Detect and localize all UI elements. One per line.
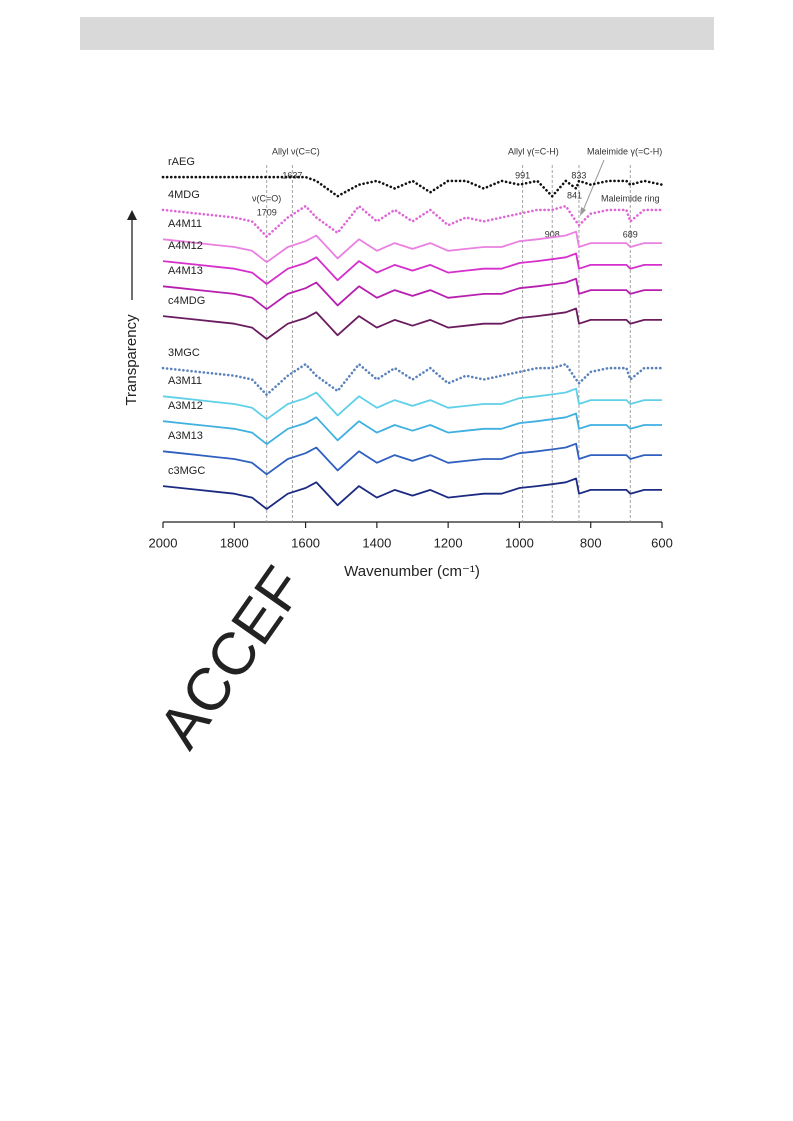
annotation: Maleimide ring — [601, 193, 660, 203]
series-name: c4MDG — [168, 295, 205, 307]
spectrum-line — [161, 175, 664, 198]
reference-label: 991 — [515, 170, 530, 180]
spectrum-line — [162, 277, 662, 311]
spectrum-line — [162, 477, 662, 510]
header-bar — [80, 17, 714, 50]
y-arrow-head — [127, 210, 137, 220]
spectrum-line — [162, 387, 662, 421]
annotation: Maleimide γ(=C-H) — [587, 146, 662, 156]
x-tick-label: 1200 — [434, 535, 463, 550]
spectrum-line — [161, 362, 664, 397]
x-tick-label: 600 — [651, 535, 673, 550]
series-name: 4MDG — [168, 189, 200, 201]
series-name: c3MGC — [168, 465, 205, 477]
x-tick-label: 1400 — [362, 535, 391, 550]
series-name: rAEG — [168, 156, 195, 168]
annotation: 841 — [567, 190, 582, 200]
reference-label: 1709 — [257, 207, 277, 217]
spectrum-line — [162, 412, 662, 445]
spectrum-line — [162, 442, 662, 476]
reference-label: 908 — [545, 229, 560, 239]
x-tick-label: 1600 — [291, 535, 320, 550]
watermark: ACCEF — [145, 555, 317, 760]
reference-label: 833 — [571, 170, 586, 180]
series-name: A3M11 — [168, 375, 202, 387]
x-tick-label: 1800 — [220, 535, 249, 550]
annotation: Allyl γ(=C-H) — [508, 146, 559, 156]
spectrum-line — [162, 307, 662, 340]
reference-label: 1637 — [282, 170, 302, 180]
annotation-arrow — [581, 159, 605, 214]
x-tick-label: 800 — [580, 535, 602, 550]
series-name: 3MGC — [168, 347, 200, 359]
spectrum-line — [161, 204, 664, 238]
series-name: A3M13 — [168, 430, 203, 442]
x-tick-label: 1000 — [505, 535, 534, 550]
series-name: A4M13 — [168, 265, 203, 277]
series-name: A4M12 — [168, 240, 203, 252]
x-tick-label: 2000 — [149, 535, 178, 550]
x-axis-label: Wavenumber (cm⁻¹) — [344, 563, 480, 580]
reference-label: 689 — [623, 229, 638, 239]
series-name: A4M11 — [168, 218, 202, 230]
spectrum-line — [162, 252, 662, 285]
annotation: Allyl ν(C=C) — [272, 146, 320, 156]
series-name: A3M12 — [168, 400, 203, 412]
spectrum-line — [162, 230, 662, 264]
y-axis-label: Transparency — [123, 314, 140, 406]
annotation-arrow-head — [580, 207, 586, 216]
annotation: ν(C=O) — [252, 193, 281, 203]
